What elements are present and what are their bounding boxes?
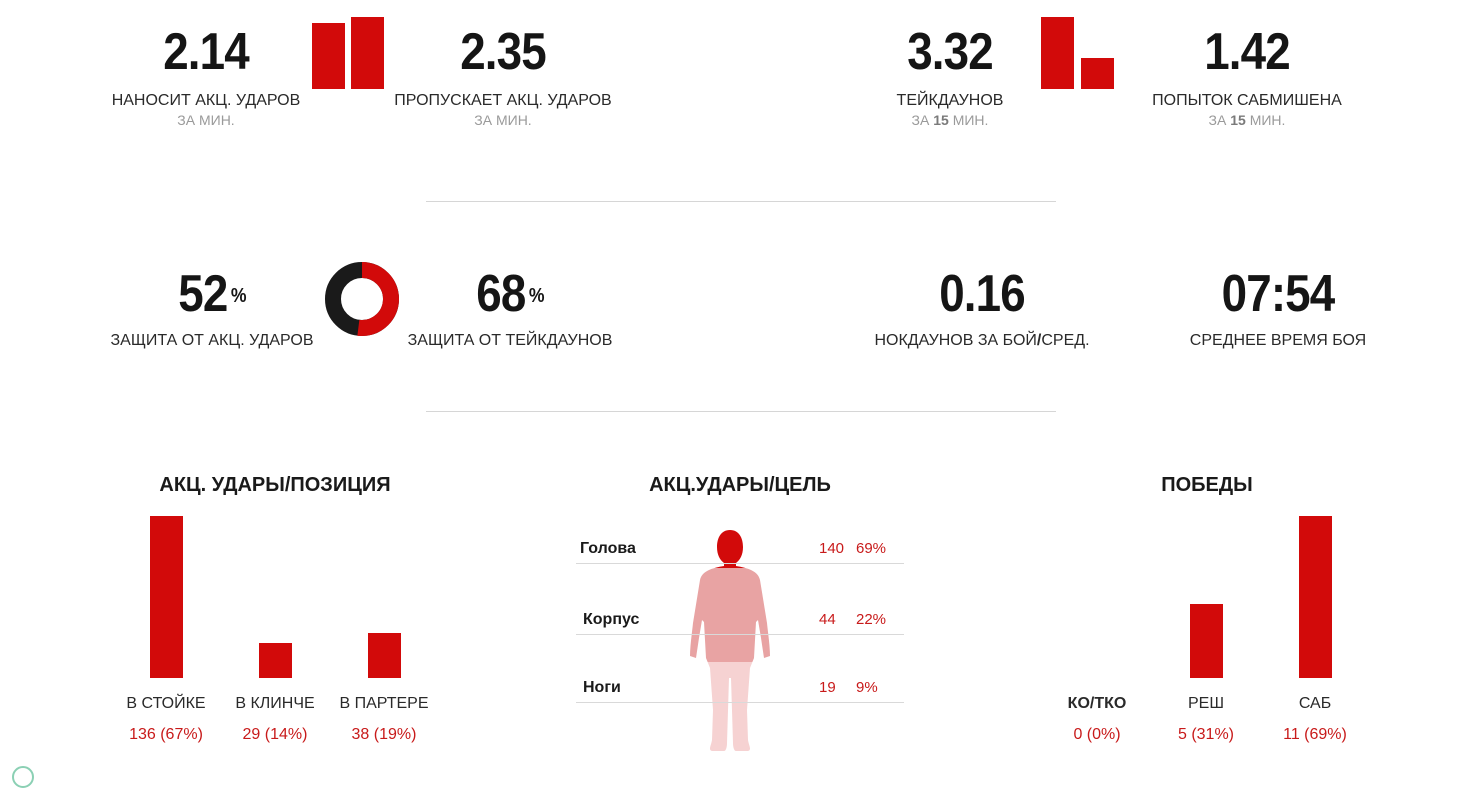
stat-value: 3.32 xyxy=(907,23,993,81)
position-bar xyxy=(367,633,401,678)
divider xyxy=(426,411,1056,412)
stat-label: ЗАЩИТА ОТ АКЦ. УДАРОВ xyxy=(110,332,314,349)
wins-bar xyxy=(1189,604,1223,678)
body-region-head xyxy=(690,530,770,568)
position-value-label: 38 (19%) xyxy=(351,726,417,743)
stat-label: ТЕЙКДАУНОВ xyxy=(896,92,1004,109)
body-silhouette xyxy=(690,530,770,751)
target-count: 19 xyxy=(819,679,836,696)
divider xyxy=(426,201,1056,202)
wins-value-label: 0 (0%) xyxy=(1073,726,1121,743)
stat-value: 2.14 xyxy=(163,23,249,81)
compare-bar-strikes-landed xyxy=(312,23,345,89)
target-count: 140 xyxy=(819,540,845,557)
corner-badge-icon[interactable] xyxy=(12,766,34,788)
position-category-label: В КЛИНЧЕ xyxy=(235,695,315,712)
stat-strikes-landed: 2.14 НАНОСИТ АКЦ. УДАРОВ ЗА МИН. xyxy=(100,26,312,128)
stat-sublabel: ЗА МИН. xyxy=(474,112,532,128)
stat-value: 52% xyxy=(178,265,246,323)
wins-value-label: 11 (69%) xyxy=(1283,726,1347,743)
position-value-label: 136 (67%) xyxy=(129,726,203,743)
target-row-divider xyxy=(576,634,904,635)
target-row-divider xyxy=(576,563,904,564)
position-bar xyxy=(258,643,292,678)
section-title-target: АКЦ.УДАРЫ/ЦЕЛЬ xyxy=(649,474,831,496)
section-title-wins: ПОБЕДЫ xyxy=(1161,474,1253,496)
stat-value: 1.42 xyxy=(1204,23,1290,81)
stat-label: СРЕДНЕЕ ВРЕМЯ БОЯ xyxy=(1189,332,1367,349)
target-percent: 69% xyxy=(856,540,887,557)
stat-strike-defense: 52% ЗАЩИТА ОТ АКЦ. УДАРОВ xyxy=(100,268,324,350)
compare-bar-strikes-absorbed xyxy=(351,17,384,89)
stat-value: 2.35 xyxy=(460,23,546,81)
position-value-label: 29 (14%) xyxy=(242,726,308,743)
position-bar xyxy=(149,516,183,678)
stat-label: ПОПЫТОК САБМИШЕНА xyxy=(1152,92,1342,109)
section-title-position: АКЦ. УДАРЫ/ПОЗИЦИЯ xyxy=(159,474,391,496)
body-region-legs xyxy=(690,662,770,751)
target-percent: 9% xyxy=(856,679,878,696)
target-name: Ноги xyxy=(583,679,621,696)
wins-value-label: 5 (31%) xyxy=(1177,726,1235,743)
donut-slice xyxy=(357,262,399,336)
target-count: 44 xyxy=(819,611,836,628)
stat-average-fight-time: 07:54 СРЕДНЕЕ ВРЕМЯ БОЯ xyxy=(1176,268,1380,350)
wins-bar xyxy=(1298,516,1332,678)
stat-takedown-defense: 68% ЗАЩИТА ОТ ТЕЙКДАУНОВ xyxy=(400,268,620,350)
wins-category-label: РЕШ xyxy=(1187,695,1224,712)
target-row-divider xyxy=(576,702,904,703)
target-name: Корпус xyxy=(583,611,640,628)
stat-submission-attempts: 1.42 ПОПЫТОК САБМИШЕНА ЗА 15 МИН. xyxy=(1140,26,1354,128)
stat-strikes-absorbed: 2.35 ПРОПУСКАЕТ АКЦ. УДАРОВ ЗА МИН. xyxy=(386,26,620,128)
wins-category-label: КО/ТКО xyxy=(1067,695,1127,712)
stat-value: 68% xyxy=(476,265,544,323)
position-category-label: В СТОЙКЕ xyxy=(126,695,206,712)
target-percent: 22% xyxy=(856,611,887,628)
stat-sublabel: ЗА 15 МИН. xyxy=(911,112,989,128)
stat-label: ЗАЩИТА ОТ ТЕЙКДАУНОВ xyxy=(407,332,613,349)
defense-donut-chart xyxy=(325,262,399,336)
stat-knockdowns: 0.16 НОКДАУНОВ ЗА БОЙ/СРЕД. xyxy=(860,268,1104,350)
compare-bar-takedowns xyxy=(1041,17,1074,89)
stat-value: 0.16 xyxy=(939,265,1025,323)
body-region-torso xyxy=(690,568,770,662)
stat-value: 07:54 xyxy=(1221,265,1336,323)
stat-label: НАНОСИТ АКЦ. УДАРОВ xyxy=(111,92,301,109)
compare-bar-submissions xyxy=(1081,58,1114,89)
stat-label: НОКДАУНОВ ЗА БОЙ/СРЕД. xyxy=(874,332,1090,349)
target-name: Голова xyxy=(580,540,636,557)
position-category-label: В ПАРТЕРЕ xyxy=(339,695,429,712)
stat-takedowns: 3.32 ТЕЙКДАУНОВ ЗА 15 МИН. xyxy=(880,26,1020,128)
stat-label: ПРОПУСКАЕТ АКЦ. УДАРОВ xyxy=(394,92,612,109)
stat-sublabel: ЗА МИН. xyxy=(177,112,235,128)
stat-sublabel: ЗА 15 МИН. xyxy=(1208,112,1286,128)
wins-category-label: САБ xyxy=(1298,695,1332,712)
